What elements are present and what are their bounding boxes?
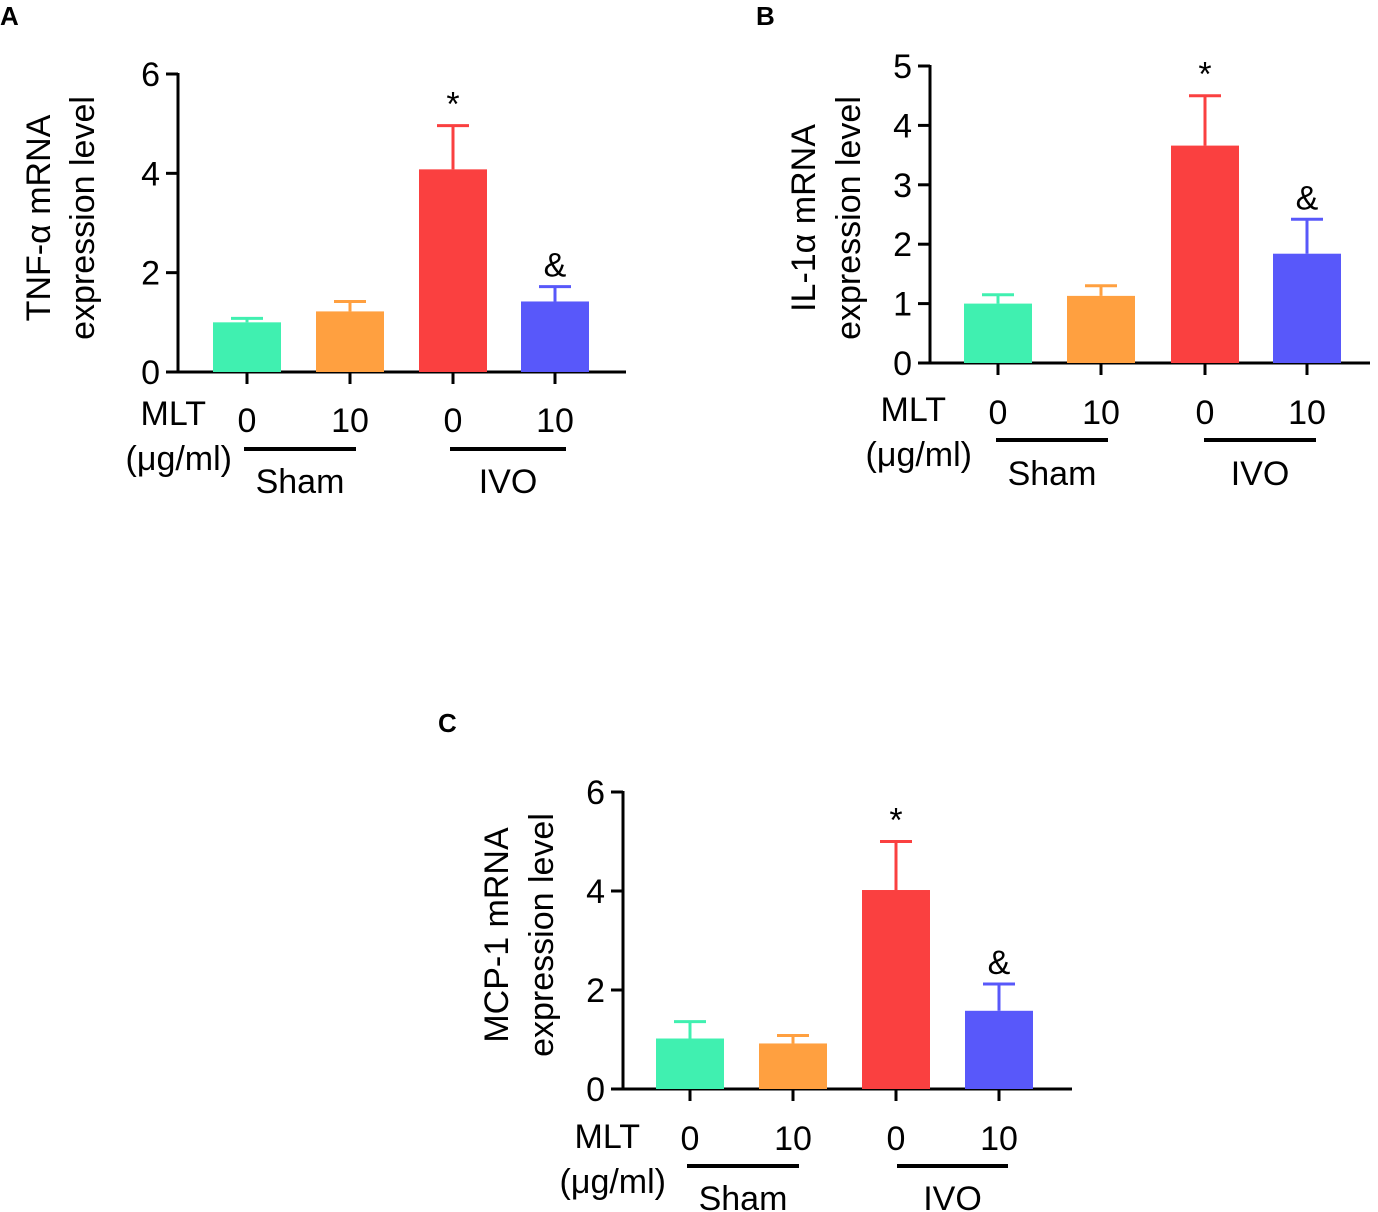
y-tick-label: 5 — [893, 48, 912, 86]
bar — [964, 303, 1032, 363]
bar — [419, 169, 487, 372]
x-tick-label: 0 — [1196, 394, 1215, 432]
y-axis-label: expression level — [830, 96, 868, 340]
group-label-sham: Sham — [1008, 455, 1097, 493]
bar — [213, 322, 281, 372]
x-tick-label: 10 — [774, 1120, 812, 1158]
panel-label: B — [756, 1, 775, 31]
y-tick-label: 4 — [893, 107, 912, 145]
bar — [521, 301, 589, 372]
bar — [862, 890, 930, 1089]
bar — [1171, 145, 1239, 363]
group-label-ivo: IVO — [1231, 455, 1290, 493]
y-tick-label: 2 — [141, 255, 160, 293]
y-tick-label: 6 — [141, 56, 160, 94]
x-tick-label: 10 — [1082, 394, 1120, 432]
bar — [1067, 295, 1135, 363]
y-tick-label: 1 — [893, 286, 912, 324]
panel-label: A — [0, 1, 19, 31]
x-tick-label: 0 — [681, 1120, 700, 1158]
y-tick-label: 0 — [586, 1071, 605, 1109]
row-label-unit: (μg/ml) — [126, 440, 232, 478]
y-tick-label: 2 — [586, 972, 605, 1010]
bar — [656, 1038, 724, 1089]
group-label-sham: Sham — [256, 463, 345, 501]
y-axis-label: TNF-α mRNA — [20, 114, 58, 321]
x-tick-label: 0 — [989, 394, 1008, 432]
row-label-mlt: MLT — [141, 395, 206, 433]
x-tick-label: 10 — [980, 1120, 1018, 1158]
bar — [316, 311, 384, 372]
row-label-mlt: MLT — [575, 1118, 640, 1156]
y-tick-label: 6 — [586, 774, 605, 812]
x-tick-label: 10 — [331, 402, 369, 440]
x-tick-label: 0 — [238, 402, 257, 440]
y-axis-label: MCP-1 mRNA — [478, 827, 516, 1043]
panel-label: C — [438, 708, 457, 738]
y-axis-label: expression level — [523, 813, 561, 1057]
panel-c: C MCP-1 mRNA expression level 0 2 4 6 0 10 0 * 10 & M… — [438, 708, 1072, 1212]
y-axis-label: expression level — [64, 96, 102, 340]
row-label-mlt: MLT — [881, 391, 946, 429]
panel-a: A TNF-α mRNA expression level 0 2 4 6 0 10 0 * 10 & M… — [0, 1, 626, 501]
y-tick-label: 4 — [141, 155, 160, 193]
significance-mark: & — [544, 247, 567, 285]
significance-mark: * — [1198, 56, 1211, 94]
y-tick-label: 4 — [586, 873, 605, 911]
significance-mark: * — [889, 802, 902, 840]
x-tick-label: 0 — [444, 402, 463, 440]
group-label-ivo: IVO — [923, 1180, 982, 1212]
panel-b: B IL-1α mRNA expression level 0 1 2 3 4 5 0 10 0 * 10… — [756, 1, 1370, 493]
row-label-unit: (μg/ml) — [866, 436, 972, 474]
significance-mark: * — [446, 86, 459, 124]
bar — [965, 1010, 1033, 1089]
bar — [759, 1043, 827, 1089]
x-tick-label: 0 — [887, 1120, 906, 1158]
row-label-unit: (μg/ml) — [560, 1163, 666, 1201]
significance-mark: & — [1296, 179, 1319, 217]
x-tick-label: 10 — [536, 402, 574, 440]
y-tick-label: 3 — [893, 167, 912, 205]
y-tick-label: 2 — [893, 226, 912, 264]
group-label-ivo: IVO — [479, 463, 538, 501]
significance-mark: & — [988, 944, 1011, 982]
bar — [1273, 253, 1341, 363]
y-tick-label: 0 — [141, 354, 160, 392]
y-tick-label: 0 — [893, 345, 912, 383]
y-axis-label: IL-1α mRNA — [785, 124, 823, 312]
group-label-sham: Sham — [699, 1180, 788, 1212]
x-tick-label: 10 — [1288, 394, 1326, 432]
